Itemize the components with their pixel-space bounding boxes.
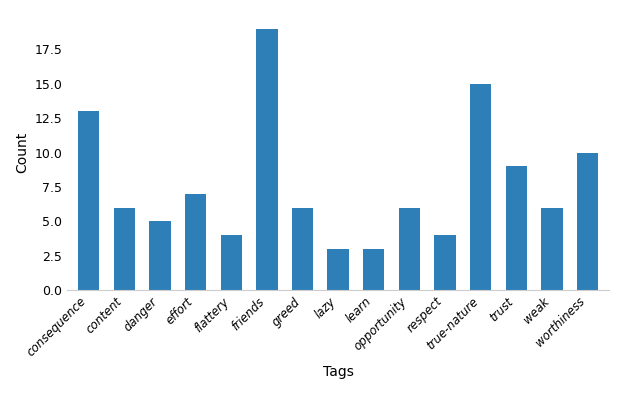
Bar xyxy=(470,84,491,290)
Bar xyxy=(185,194,207,290)
Bar xyxy=(399,208,420,290)
Bar xyxy=(114,208,135,290)
Bar xyxy=(363,249,384,290)
Bar xyxy=(292,208,313,290)
Bar xyxy=(256,29,278,290)
Y-axis label: Count: Count xyxy=(15,132,29,173)
Bar xyxy=(505,166,527,290)
Bar xyxy=(541,208,563,290)
Bar xyxy=(434,235,456,290)
Bar xyxy=(149,221,170,290)
Bar xyxy=(78,111,99,290)
Bar xyxy=(577,152,598,290)
Bar xyxy=(328,249,349,290)
X-axis label: Tags: Tags xyxy=(323,365,354,379)
Bar xyxy=(220,235,242,290)
